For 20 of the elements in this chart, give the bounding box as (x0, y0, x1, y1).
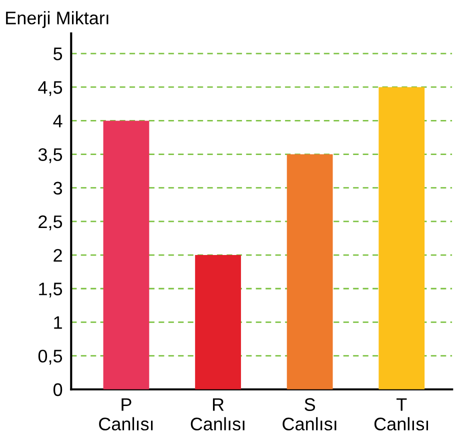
y-tick-label: 3,5 (38, 148, 62, 164)
x-tick-label: P Canlısı (99, 398, 153, 430)
y-tick-label: 4 (53, 114, 62, 128)
x-tick-label: R Canlısı (190, 398, 244, 430)
x-tick-label: S Canlısı (282, 398, 336, 430)
y-tick-label: 2 (54, 248, 62, 262)
y-tick-label: 1 (54, 316, 62, 329)
bar (103, 120, 150, 390)
y-tick-label: 3 (53, 182, 62, 195)
y-tick-label: 2,5 (38, 215, 62, 230)
bar (286, 154, 333, 390)
y-axis-title: Enerji Miktarı (6, 11, 108, 28)
x-tick-label: T Canlısı (374, 398, 428, 430)
y-tick-label: 4,5 (38, 81, 62, 96)
y-tick-label: 1,5 (39, 282, 62, 298)
bar (195, 255, 241, 390)
y-tick-label: 0 (53, 383, 62, 396)
y-tick-label: 5 (53, 48, 62, 60)
y-tick-label: 0,5 (38, 350, 62, 365)
bar (378, 87, 425, 390)
